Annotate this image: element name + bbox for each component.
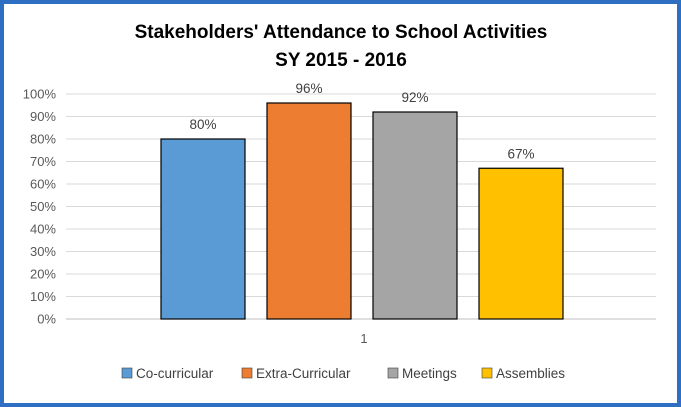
y-tick-label: 80% [30, 132, 56, 147]
y-tick-label: 0% [37, 312, 56, 327]
y-axis-ticks: 0% 10% 20% 30% 40% 50% 60% 70% 80% 90% 100% [23, 87, 57, 327]
data-labels: 80% 96% 92% 67% [189, 81, 534, 161]
chart-subtitle: SY 2015 - 2016 [275, 50, 407, 71]
legend-swatch [387, 367, 399, 379]
bars [160, 102, 564, 320]
bar-meetings [372, 111, 458, 320]
legend-swatch [241, 367, 253, 379]
x-tick-label: 1 [360, 331, 367, 346]
y-tick-label: 10% [30, 289, 56, 304]
y-tick-label: 60% [30, 177, 56, 192]
data-label: 80% [189, 117, 216, 132]
bar-assemblies [478, 167, 564, 320]
gridlines [66, 93, 656, 320]
y-tick-label: 30% [30, 244, 56, 259]
data-label: 96% [295, 81, 322, 96]
chart-title: Stakeholders' Attendance to School Activ… [135, 22, 548, 43]
y-tick-label: 40% [30, 222, 56, 237]
y-tick-label: 20% [30, 267, 56, 282]
bar-extra-curricular [266, 102, 352, 320]
legend-label: Co-curricular [136, 366, 214, 381]
y-tick-label: 100% [23, 87, 57, 102]
legend-label: Extra-Curricular [256, 366, 351, 381]
bar-co-curricular [160, 138, 246, 320]
data-label: 92% [401, 90, 428, 105]
y-tick-label: 70% [30, 154, 56, 169]
y-tick-label: 50% [30, 199, 56, 214]
legend: Co-curricular Extra-Curricular Meetings Ass… [121, 366, 565, 381]
y-tick-label: 90% [30, 109, 56, 124]
legend-swatch [121, 367, 133, 379]
legend-label: Assemblies [496, 366, 565, 381]
data-label: 67% [507, 146, 534, 161]
legend-swatch [481, 367, 493, 379]
legend-label: Meetings [402, 366, 457, 381]
